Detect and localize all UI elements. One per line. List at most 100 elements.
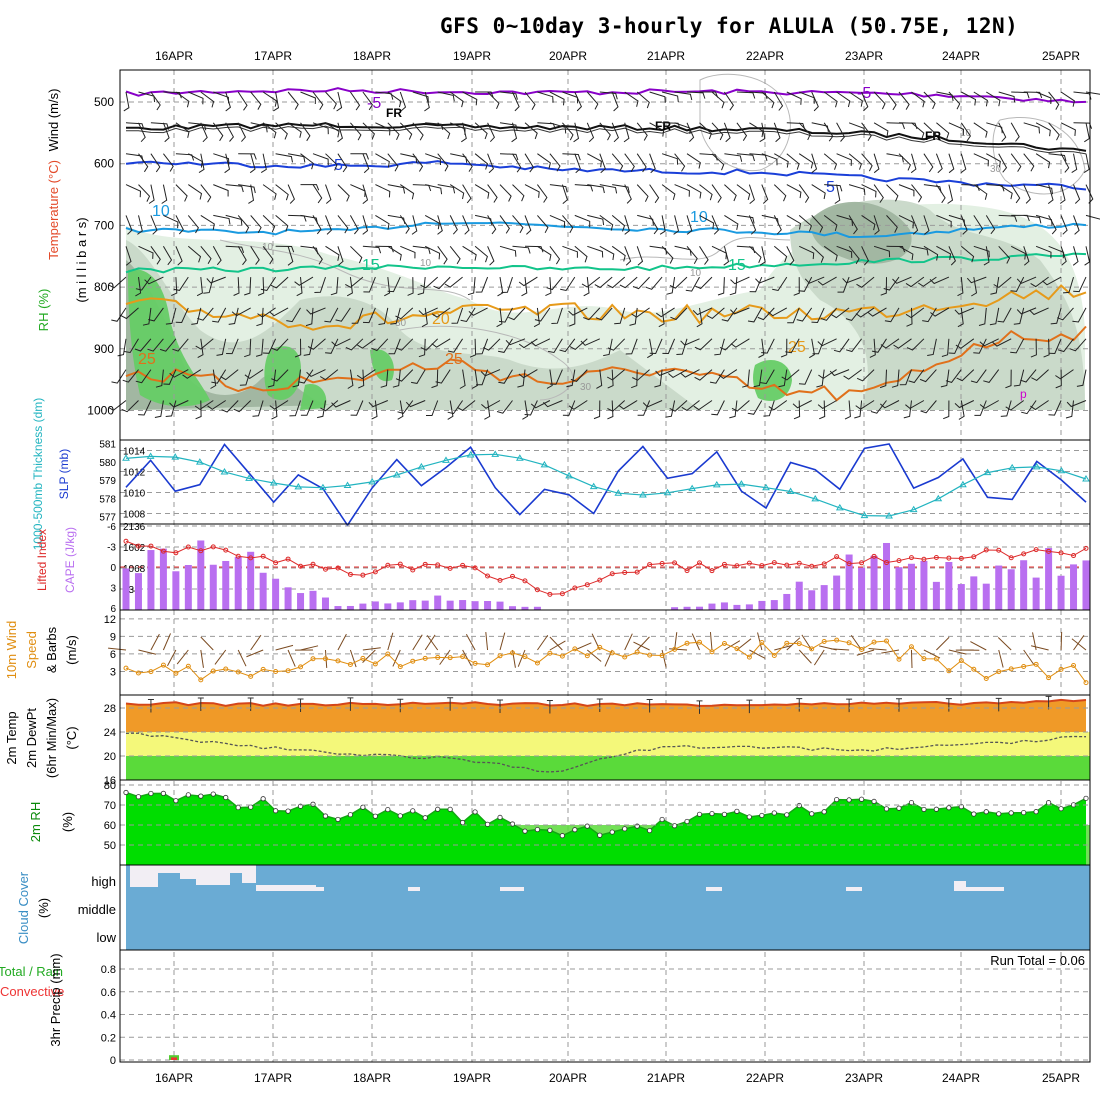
wind-barb xyxy=(873,215,880,235)
li-point xyxy=(672,560,678,566)
wind-barb xyxy=(649,245,668,255)
wind-barb xyxy=(496,400,513,414)
temp-tick-label: 24 xyxy=(104,727,116,739)
wind-barb xyxy=(530,338,551,347)
wind-barb xyxy=(761,184,769,204)
precip-tick-label: 0.4 xyxy=(101,1010,116,1022)
wind-barb xyxy=(694,338,713,351)
wind-barb xyxy=(163,91,182,99)
wind-speed-point xyxy=(896,656,902,662)
wind-speed-point xyxy=(1008,666,1014,672)
wind-barb xyxy=(960,215,968,235)
wind-barb xyxy=(237,91,248,111)
wind-barb xyxy=(462,245,477,261)
thickness-point xyxy=(762,483,770,491)
cloud-gap xyxy=(242,865,256,883)
rh2-point xyxy=(248,804,254,810)
wind-barb xyxy=(362,184,369,204)
wind-barb xyxy=(400,245,416,259)
wind-barb xyxy=(271,400,278,420)
wind-barb xyxy=(724,184,737,202)
wind-barb xyxy=(758,338,765,358)
li-point xyxy=(921,556,927,562)
wind-barb xyxy=(983,246,990,266)
wind-barb xyxy=(108,276,127,289)
slp-axis-label: SLP (mb) xyxy=(57,449,71,499)
wind-speed-point xyxy=(933,656,939,662)
wind-barb xyxy=(175,122,190,138)
wind-barb xyxy=(512,153,522,173)
wind-barb xyxy=(399,91,407,112)
slp-tick-label: 1012 xyxy=(123,468,146,479)
wind-barb xyxy=(873,245,891,258)
wind-speed-point xyxy=(509,650,515,656)
cape-bar xyxy=(122,568,130,610)
wind-barb xyxy=(780,338,788,358)
wind-barb xyxy=(262,184,277,200)
surface-wind-barb xyxy=(910,649,913,669)
cape-bar xyxy=(733,604,741,610)
wind-barb xyxy=(397,400,404,420)
surface-wind-barb xyxy=(108,647,127,651)
wind-speed-point xyxy=(946,668,952,674)
wind-barb xyxy=(811,215,824,233)
wind-barb xyxy=(957,277,964,297)
wind-barb xyxy=(1030,338,1037,358)
cape-bar xyxy=(471,601,479,610)
wind-speed-point xyxy=(809,646,815,652)
rh2-point xyxy=(696,811,703,817)
rh2-point xyxy=(148,790,154,797)
wind-barb xyxy=(226,338,239,355)
wind-barb xyxy=(673,215,680,235)
li-point xyxy=(472,565,478,571)
date-label-bottom: 19APR xyxy=(453,1071,491,1085)
wind-barb xyxy=(270,276,289,289)
wind-barb xyxy=(1048,338,1062,355)
wind-barb xyxy=(1016,276,1037,284)
wind-speed-point xyxy=(485,662,491,668)
wind-barb xyxy=(300,153,314,170)
pressure-tick-label: 900 xyxy=(94,342,114,356)
wind-barb xyxy=(124,338,139,354)
wind-barb xyxy=(175,184,188,202)
wind-barb xyxy=(412,153,424,172)
date-label-top: 21APR xyxy=(647,49,685,63)
wind-barb xyxy=(1000,400,1012,417)
cape-bar xyxy=(284,587,292,610)
minmax-bar xyxy=(147,699,154,713)
surface-wind-barb xyxy=(275,644,294,651)
wind-barb xyxy=(187,245,202,263)
date-label-bottom: 18APR xyxy=(353,1071,391,1085)
wind-barb xyxy=(457,400,476,412)
wind-speed-point xyxy=(884,638,890,644)
li-point xyxy=(198,548,204,554)
wind-barb xyxy=(319,369,339,381)
wind-barb xyxy=(417,277,426,296)
wind-barb xyxy=(611,122,619,143)
wind-speed-point xyxy=(522,654,528,660)
wind-barb xyxy=(1047,184,1054,204)
cape-bar xyxy=(907,563,915,610)
temp-unit-label: (°C) xyxy=(64,726,79,749)
precip-axis-label: 3hr Precip (mm) xyxy=(48,953,63,1046)
temp-line xyxy=(125,698,1087,707)
surface-wind-barb xyxy=(138,649,157,655)
wind-barb xyxy=(351,307,364,324)
wind-barb xyxy=(117,338,127,357)
wind-speed-point xyxy=(597,644,603,650)
wind-barb xyxy=(424,214,440,230)
wind-barb xyxy=(255,338,264,357)
minmax-bar xyxy=(447,697,454,711)
cape-bar xyxy=(134,573,142,610)
wind-barb xyxy=(954,307,974,315)
wind-barb xyxy=(681,400,700,412)
wind-barb xyxy=(594,276,613,289)
wind-barb xyxy=(768,400,788,411)
li-point xyxy=(721,561,727,567)
wind-barb xyxy=(911,184,923,203)
surface-wind-barb xyxy=(362,649,376,664)
wind-barb xyxy=(161,184,168,204)
cape-bar xyxy=(770,600,778,610)
wind-barb xyxy=(212,246,222,266)
cape-bar xyxy=(696,606,704,610)
